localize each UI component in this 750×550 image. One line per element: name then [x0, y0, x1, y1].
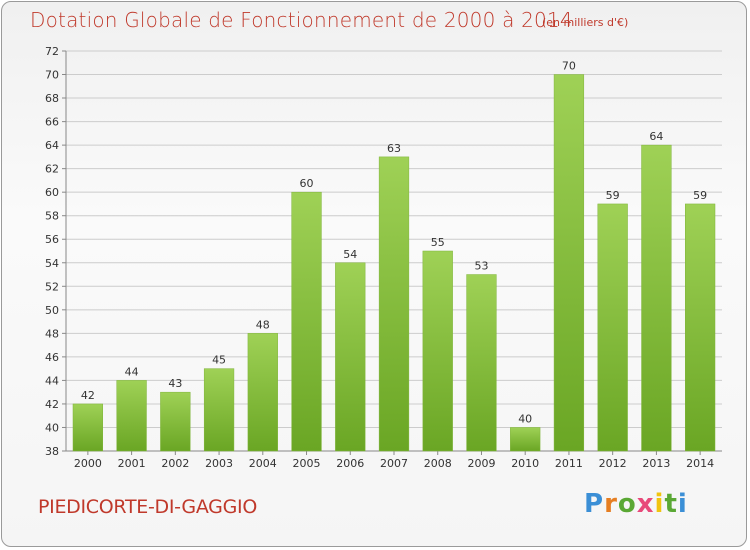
logo-letter: i	[654, 489, 665, 519]
bar-value-label: 64	[649, 130, 663, 143]
bar	[510, 427, 541, 452]
x-tick-label: 2007	[380, 457, 408, 470]
chart-title: Dotation Globale de Fonctionnement de 20…	[30, 8, 573, 32]
x-tick-label: 2012	[599, 457, 627, 470]
x-tick-label: 2009	[467, 457, 495, 470]
y-tick-label: 66	[45, 116, 59, 129]
chart-unit: (en milliers d'€)	[542, 16, 629, 29]
x-tick-label: 2013	[642, 457, 670, 470]
bar-value-label: 60	[300, 177, 314, 190]
bar-value-label: 55	[431, 236, 445, 249]
bar-value-label: 70	[562, 60, 576, 73]
bar-value-label: 53	[474, 260, 488, 273]
y-tick-label: 46	[45, 351, 59, 364]
bar	[291, 191, 322, 452]
bar	[72, 403, 103, 452]
proxiti-logo: Proxiti	[584, 489, 688, 519]
y-tick-label: 40	[45, 421, 59, 434]
commune-name: PIEDICORTE-DI-GAGGIO	[38, 496, 257, 518]
bar	[466, 274, 497, 452]
y-tick-label: 50	[45, 304, 59, 317]
x-tick-label: 2004	[249, 457, 277, 470]
bar-value-label: 48	[256, 318, 270, 331]
logo-letter: x	[636, 489, 655, 519]
y-tick-label: 70	[45, 69, 59, 82]
bar-value-label: 44	[125, 365, 139, 378]
bar	[641, 144, 672, 452]
logo-letter: i	[677, 489, 688, 519]
x-tick-label: 2011	[555, 457, 583, 470]
logo-letter: o	[617, 489, 637, 519]
y-tick-label: 44	[45, 374, 59, 387]
bar	[247, 333, 278, 452]
bar-value-label: 40	[518, 412, 532, 425]
x-tick-label: 2005	[293, 457, 321, 470]
y-tick-label: 54	[45, 257, 59, 270]
logo-letter: r	[604, 489, 618, 519]
logo-letter: P	[584, 489, 605, 519]
y-tick-label: 64	[45, 139, 59, 152]
bar	[685, 203, 716, 452]
bar	[335, 262, 366, 452]
x-tick-label: 2001	[118, 457, 146, 470]
labels: 38 40 42 44 46 48 50 52 54 56 58 60 62 64 66 68 70 72 42 20…	[45, 45, 714, 470]
y-tick-label: 60	[45, 186, 59, 199]
y-tick-label: 48	[45, 327, 59, 340]
x-tick-label: 2008	[424, 457, 452, 470]
bar	[597, 203, 628, 452]
y-tick-label: 68	[45, 92, 59, 105]
logo-letter: t	[664, 489, 678, 519]
y-tick-label: 72	[45, 45, 59, 58]
bar	[160, 391, 191, 452]
bar	[553, 74, 585, 452]
bar-value-label: 59	[606, 189, 620, 202]
x-tick-label: 2002	[161, 457, 189, 470]
bar	[422, 250, 453, 452]
bar-value-label: 59	[693, 189, 707, 202]
bar-value-label: 45	[212, 354, 226, 367]
bars	[72, 74, 716, 452]
y-tick-label: 62	[45, 163, 59, 176]
bar-value-label: 43	[168, 377, 182, 390]
x-tick-label: 2014	[686, 457, 714, 470]
bar-value-label: 42	[81, 389, 95, 402]
x-tick-label: 2000	[74, 457, 102, 470]
x-tick-label: 2003	[205, 457, 233, 470]
bar	[116, 380, 147, 452]
x-tick-label: 2010	[511, 457, 539, 470]
x-tick-label: 2006	[336, 457, 364, 470]
y-tick-label: 42	[45, 398, 59, 411]
bar-value-label: 54	[343, 248, 357, 261]
bar	[203, 368, 235, 452]
bar-value-label: 63	[387, 142, 401, 155]
y-tick-label: 56	[45, 233, 59, 246]
bar	[378, 156, 410, 452]
y-tick-label: 38	[45, 445, 59, 458]
y-tick-label: 52	[45, 280, 59, 293]
y-tick-label: 58	[45, 210, 59, 223]
